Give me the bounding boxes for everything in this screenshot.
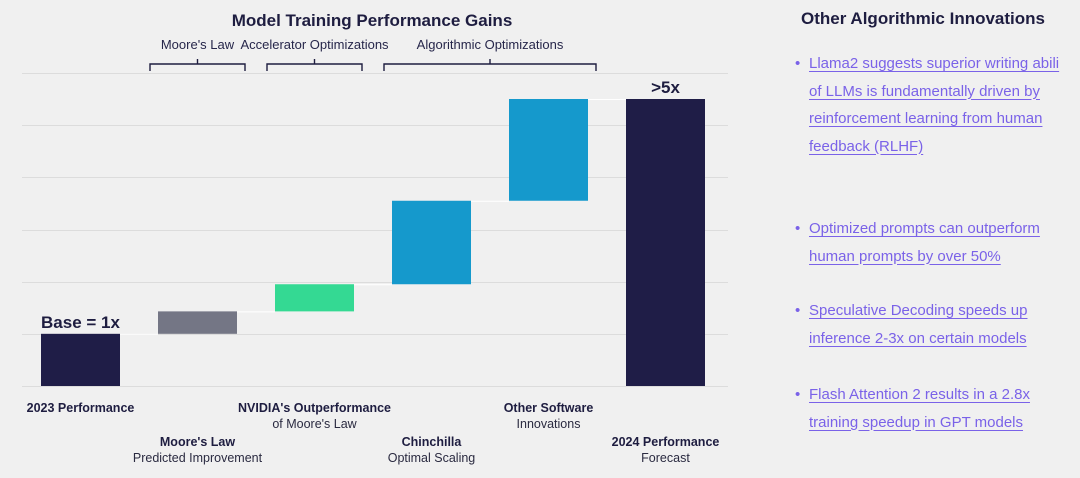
- bar: [41, 333, 120, 386]
- bullet-icon: •: [795, 386, 801, 403]
- chart-title: Model Training Performance Gains: [232, 11, 513, 30]
- list-item: • Optimized prompts can outperform human…: [795, 215, 1080, 270]
- category-sublabel: Predicted Improvement: [133, 451, 263, 465]
- category-label: Moore's Law: [160, 435, 235, 449]
- category-sublabel: Innovations: [517, 417, 581, 431]
- category-label: Other Software: [504, 401, 594, 415]
- gridlines: [22, 73, 728, 387]
- category-label: 2023 Performance: [27, 401, 135, 415]
- category-label: Chinchilla: [402, 435, 463, 449]
- bar: [392, 200, 471, 285]
- bar: [509, 99, 588, 201]
- bar: [626, 99, 705, 386]
- brackets: Moore's Law Accelerator Optimizations Algo…: [149, 37, 597, 71]
- data-label: >5x: [651, 78, 680, 97]
- innovation-link-rlhf[interactable]: Llama2 suggests superior writing abili o…: [809, 55, 1060, 155]
- data-label: Base = 1x: [41, 313, 120, 332]
- side-panel-title: Other Algorithmic Innovations: [801, 9, 1045, 28]
- category-labels: 2023 Performance Moore's Law Predicted Imp…: [27, 401, 720, 465]
- list-item: • Flash Attention 2 results in a 2.8x tr…: [795, 381, 1080, 436]
- bars: [41, 99, 705, 386]
- bullet-icon: •: [795, 302, 801, 319]
- bullet-icon: •: [795, 55, 801, 72]
- bracket-label: Moore's Law: [161, 37, 235, 52]
- bracket: [149, 59, 246, 71]
- list-item: • Speculative Decoding speeds up inferen…: [795, 297, 1080, 352]
- innovation-link-flash-attention[interactable]: Flash Attention 2 results in a 2.8x trai…: [809, 386, 1030, 431]
- side-panel: Other Algorithmic Innovations • Llama2 s…: [795, 8, 1080, 478]
- bracket-label: Algorithmic Optimizations: [417, 37, 564, 52]
- category-sublabel: Optimal Scaling: [388, 451, 476, 465]
- category-label: 2024 Performance: [612, 435, 720, 449]
- bar: [158, 311, 237, 334]
- bullet-icon: •: [795, 220, 801, 237]
- bracket: [383, 59, 597, 71]
- category-sublabel: of Moore's Law: [272, 417, 357, 431]
- bracket: [266, 59, 363, 71]
- bracket-label: Accelerator Optimizations: [240, 37, 389, 52]
- innovation-link-speculative-decoding[interactable]: Speculative Decoding speeds up inference…: [809, 302, 1028, 347]
- data-labels: Base = 1x >5x: [41, 78, 680, 332]
- category-label: NVIDIA's Outperformance: [238, 401, 391, 415]
- innovation-link-prompts[interactable]: Optimized prompts can outperform human p…: [809, 220, 1040, 265]
- waterfall-chart: Model Training Performance Gains Moore's…: [22, 11, 728, 465]
- category-sublabel: Forecast: [641, 451, 690, 465]
- list-item: • Llama2 suggests superior writing abili…: [795, 50, 1080, 160]
- bar: [275, 284, 354, 312]
- connector-lines: [120, 99, 626, 335]
